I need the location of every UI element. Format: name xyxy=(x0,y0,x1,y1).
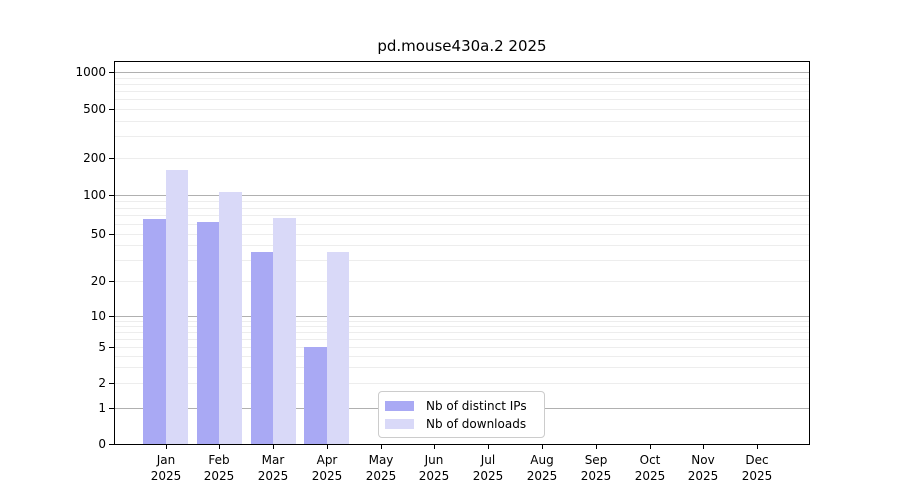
y-tick-mark xyxy=(109,234,114,235)
gridline xyxy=(115,347,809,348)
x-tick-label-jan: Jan 2025 xyxy=(150,453,182,483)
y-tick-label: 5 xyxy=(98,340,106,354)
gridline xyxy=(115,356,809,357)
gridline xyxy=(115,332,809,333)
legend-swatch-downloads xyxy=(385,418,414,429)
y-tick-label: 20 xyxy=(90,274,106,288)
x-tick-label-dec: Dec 2025 xyxy=(741,453,773,483)
gridline xyxy=(115,208,809,209)
plot-area xyxy=(114,61,810,445)
gridline xyxy=(115,201,809,202)
bar-apr-distinct-ips xyxy=(304,347,327,444)
gridline xyxy=(115,215,809,216)
x-tick-mark xyxy=(757,445,758,449)
bar-mar-downloads xyxy=(273,217,296,444)
y-tick-mark xyxy=(109,72,114,73)
x-tick-mark xyxy=(381,445,382,449)
x-tick-mark xyxy=(273,445,274,449)
legend-label-distinct-ips: Nb of distinct IPs xyxy=(426,398,527,413)
x-tick-mark xyxy=(327,445,328,449)
gridline xyxy=(115,84,809,85)
y-tick-label: 2 xyxy=(98,376,106,390)
x-tick-label-jul: Jul 2025 xyxy=(472,453,504,483)
gridline xyxy=(115,91,809,92)
gridline xyxy=(115,99,809,100)
x-tick-label-feb: Feb 2025 xyxy=(203,453,235,483)
y-tick-label: 10 xyxy=(90,309,106,323)
gridline xyxy=(115,367,809,368)
gridline xyxy=(115,281,809,282)
chart-title: pd.mouse430a.2 2025 xyxy=(377,37,547,55)
gridline xyxy=(115,326,809,327)
x-tick-label-aug: Aug 2025 xyxy=(526,453,558,483)
bar-apr-downloads xyxy=(326,252,350,444)
gridline xyxy=(115,158,809,159)
x-tick-label-may: May 2025 xyxy=(365,453,397,483)
x-tick-mark xyxy=(596,445,597,449)
x-tick-label-mar: Mar 2025 xyxy=(257,453,289,483)
y-tick-mark xyxy=(109,383,114,384)
bar-feb-downloads xyxy=(219,192,242,444)
y-tick-label: 100 xyxy=(83,188,106,202)
gridline xyxy=(115,109,809,110)
gridline xyxy=(115,321,809,322)
gridline xyxy=(115,78,809,79)
y-tick-label: 500 xyxy=(83,102,106,116)
x-tick-label-apr: Apr 2025 xyxy=(311,453,343,483)
x-tick-label-jun: Jun 2025 xyxy=(418,453,450,483)
x-tick-mark xyxy=(219,445,220,449)
gridline xyxy=(115,72,809,73)
y-tick-mark xyxy=(109,408,114,409)
x-tick-mark xyxy=(434,445,435,449)
legend-label-downloads: Nb of downloads xyxy=(426,416,527,431)
gridline xyxy=(115,224,809,225)
bar-jan-downloads xyxy=(165,169,188,444)
x-tick-label-sep: Sep 2025 xyxy=(580,453,612,483)
gridline xyxy=(115,234,809,235)
x-tick-mark xyxy=(166,445,167,449)
y-tick-label: 50 xyxy=(90,227,106,241)
y-tick-mark xyxy=(109,281,114,282)
x-tick-label-oct: Oct 2025 xyxy=(634,453,666,483)
gridline xyxy=(115,136,809,137)
x-tick-mark xyxy=(703,445,704,449)
y-tick-mark xyxy=(109,109,114,110)
bar-mar-distinct-ips xyxy=(250,252,274,444)
bar-jan-distinct-ips xyxy=(143,219,166,444)
x-tick-label-nov: Nov 2025 xyxy=(687,453,719,483)
y-tick-mark xyxy=(109,158,114,159)
legend-item-downloads: Nb of downloads xyxy=(385,417,536,431)
y-tick-label: 0 xyxy=(98,437,106,451)
y-tick-mark xyxy=(109,195,114,196)
y-tick-mark xyxy=(109,316,114,317)
legend-item-distinct-ips: Nb of distinct IPs xyxy=(385,399,536,413)
legend: Nb of distinct IPs Nb of downloads xyxy=(378,391,545,438)
y-tick-mark xyxy=(109,347,114,348)
gridline xyxy=(115,316,809,317)
x-tick-mark xyxy=(542,445,543,449)
y-tick-mark xyxy=(109,444,114,445)
legend-swatch-distinct-ips xyxy=(385,400,414,411)
bar-feb-distinct-ips xyxy=(196,221,220,444)
x-tick-mark xyxy=(650,445,651,449)
y-tick-label: 1000 xyxy=(75,65,106,79)
gridline xyxy=(115,121,809,122)
y-tick-label: 1 xyxy=(98,401,106,415)
gridline xyxy=(115,260,809,261)
x-tick-mark xyxy=(488,445,489,449)
gridline xyxy=(115,383,809,384)
y-tick-label: 200 xyxy=(83,151,106,165)
gridline xyxy=(115,339,809,340)
gridline xyxy=(115,195,809,196)
gridline xyxy=(115,245,809,246)
